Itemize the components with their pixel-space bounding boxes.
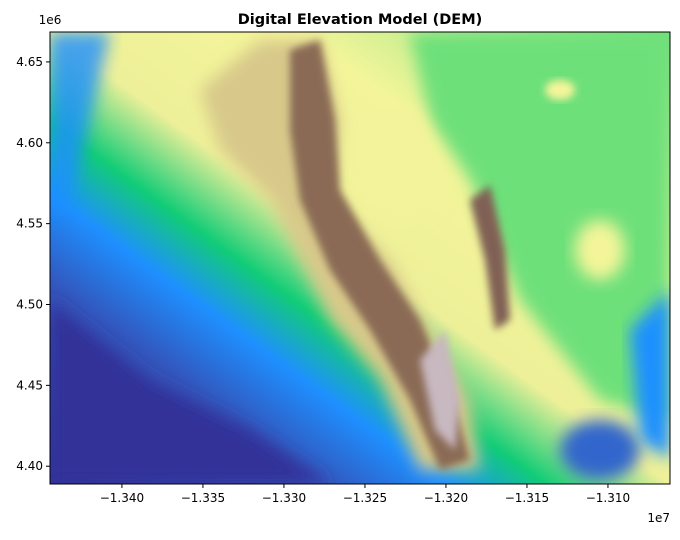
axes-frame — [49, 31, 671, 485]
x-tick-label: −1.335 — [181, 491, 225, 505]
x-tick-label: −1.330 — [262, 491, 306, 505]
y-tick-label: 4.50 — [16, 297, 43, 311]
x-tick-label: −1.340 — [100, 491, 144, 505]
y-offset-label: 1e6 — [39, 13, 62, 27]
x-tick-label: −1.315 — [505, 491, 549, 505]
x-offset-label: 1e7 — [647, 511, 670, 525]
y-tick-label: 4.60 — [16, 136, 43, 150]
y-tick-label: 4.55 — [16, 217, 43, 231]
elevation-raster — [50, 32, 670, 484]
x-tick-label: −1.320 — [424, 491, 468, 505]
chart-title: Digital Elevation Model (DEM) — [238, 12, 483, 28]
x-tick-label: −1.310 — [586, 491, 630, 505]
y-tick-label: 4.40 — [16, 459, 43, 473]
y-tick-label: 4.45 — [16, 378, 43, 392]
y-tick-label: 4.65 — [16, 55, 43, 69]
x-tick-label: −1.325 — [343, 491, 387, 505]
